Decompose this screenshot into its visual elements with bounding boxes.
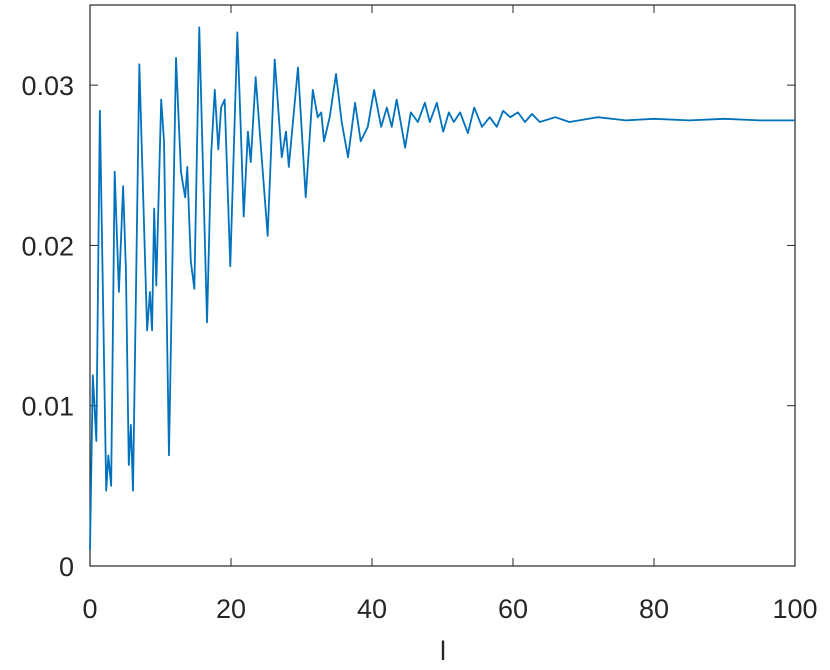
x-tick-label: 60 [498, 594, 528, 624]
x-tick-label: 0 [82, 594, 97, 624]
y-tick-label: 0.02 [21, 231, 74, 261]
x-axis-label: l [440, 636, 446, 666]
x-tick-label: 80 [639, 594, 669, 624]
x-tick-label: 100 [772, 594, 817, 624]
y-tick-label: 0.03 [21, 71, 74, 101]
data-line [89, 26, 795, 550]
y-tick-label: 0 [59, 552, 74, 582]
y-tick-label: 0.01 [21, 392, 74, 422]
plot-area [89, 4, 796, 567]
x-tick-label: 20 [216, 594, 246, 624]
x-tick-label: 40 [357, 594, 387, 624]
